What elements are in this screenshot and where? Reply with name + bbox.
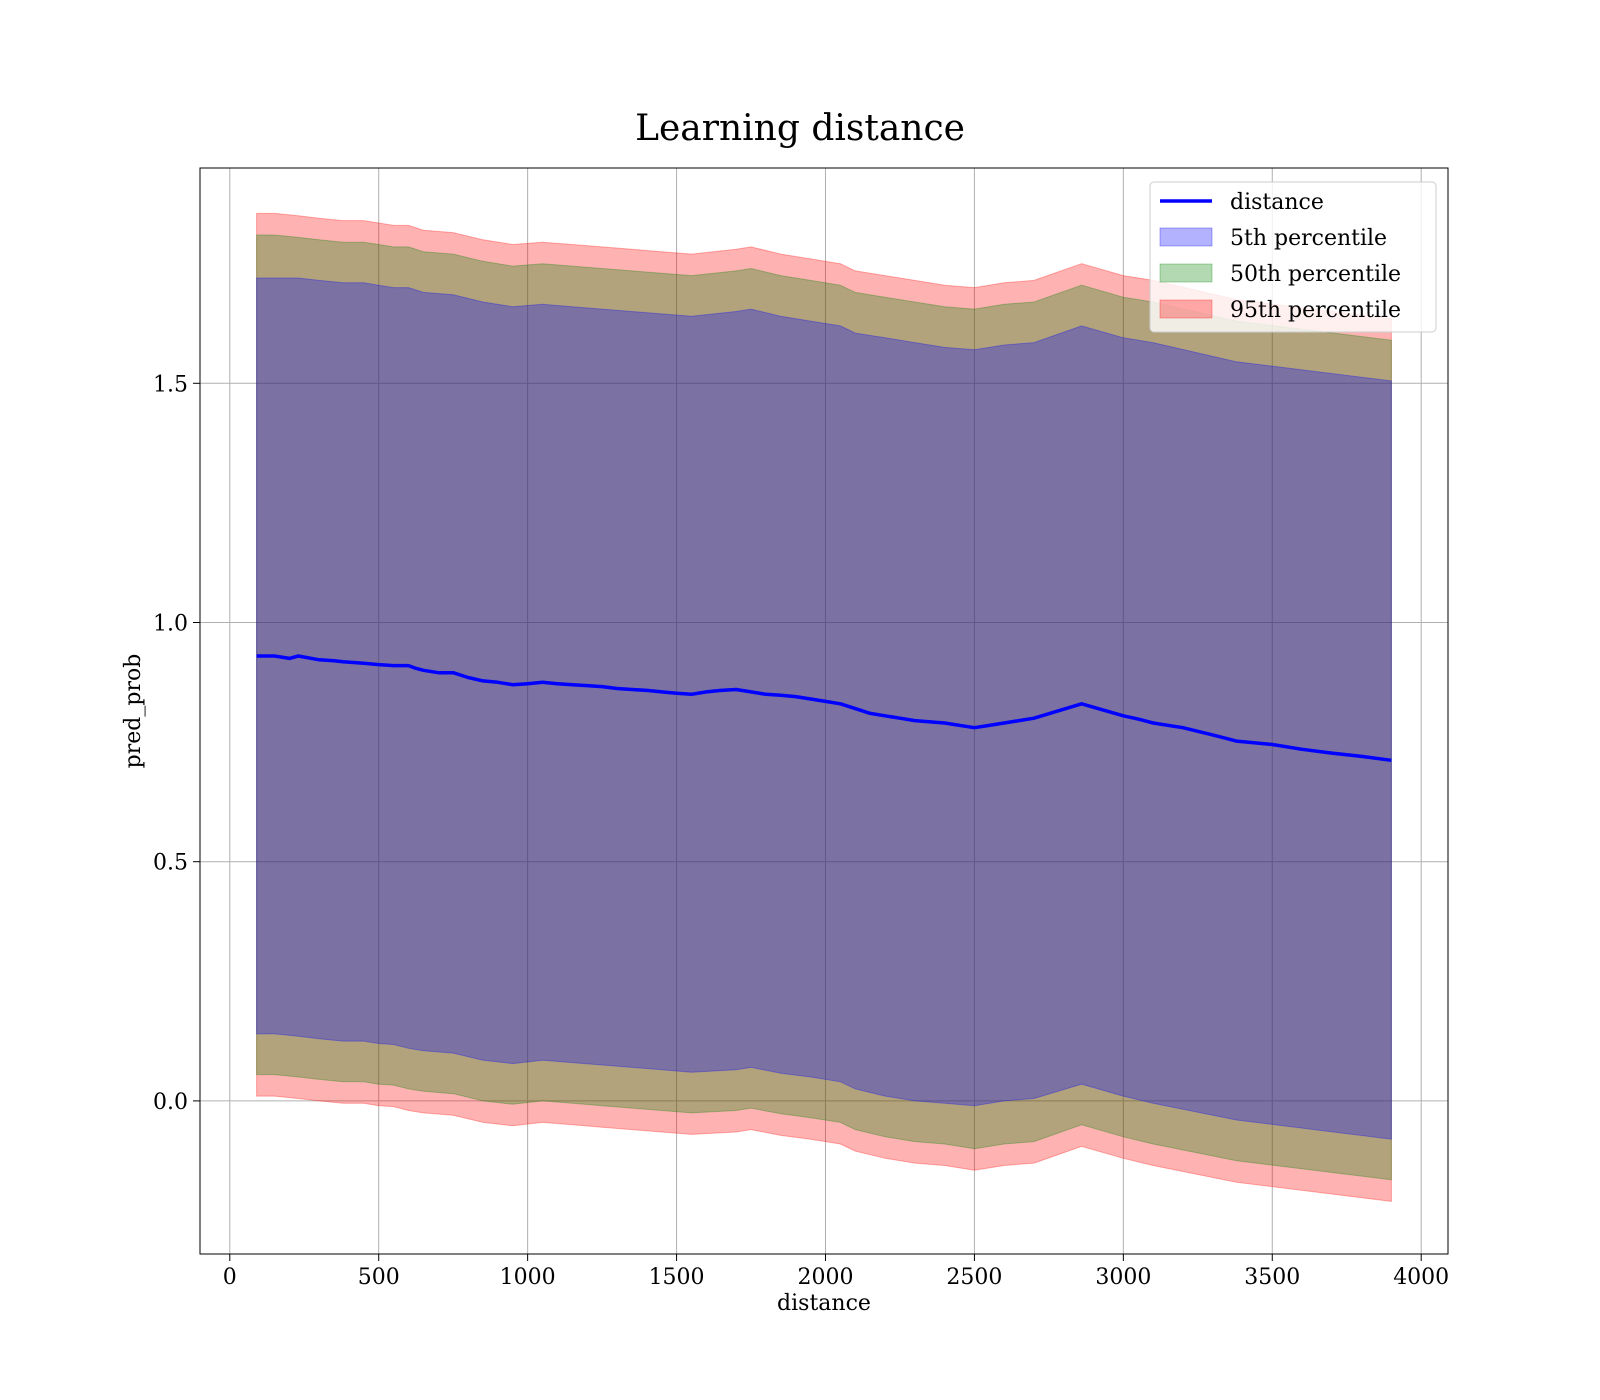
legend-label-p50: 50th percentile [1230, 262, 1401, 287]
legend-swatch-p95 [1159, 299, 1213, 319]
legend-swatch-p50 [1159, 263, 1213, 283]
series-line-distance [256, 654, 1392, 763]
band-50th-percentile [256, 234, 1392, 1181]
x-tick-label-8: 4000 [1393, 1265, 1449, 1290]
chart-title: Learning distance [635, 108, 965, 149]
legend-swatch-p5 [1159, 227, 1213, 247]
x-tick-label-5: 2500 [946, 1265, 1002, 1290]
legend: distance 5th percentile 50th percentile … [1149, 181, 1437, 333]
grid [200, 168, 1448, 1254]
x-tick-label-7: 3500 [1244, 1265, 1300, 1290]
x-tick-label-1: 500 [358, 1265, 400, 1290]
y-tick-label-2: 1.0 [153, 611, 188, 636]
band-5th-percentile [256, 277, 1392, 1140]
axis-ticks: 0 500 1000 1500 2000 2500 3000 3500 4000 0.0 0.5 1.… [153, 372, 1449, 1290]
plot-area [256, 212, 1392, 1202]
x-axis-label: distance [777, 1291, 871, 1316]
legend-label-p95: 95th percentile [1230, 298, 1401, 323]
y-tick-label-3: 1.5 [153, 372, 188, 397]
legend-label-p5: 5th percentile [1230, 226, 1387, 251]
legend-box [1149, 181, 1437, 333]
band-95th-percentile [256, 212, 1392, 1202]
plot-frame [199, 167, 1449, 1255]
y-axis-label: pred_prob [121, 654, 146, 769]
x-tick-label-4: 2000 [797, 1265, 853, 1290]
y-tick-label-1: 0.5 [153, 851, 188, 876]
y-tick-label-0: 0.0 [153, 1090, 188, 1115]
x-tick-label-3: 1500 [649, 1265, 705, 1290]
x-tick-label-2: 1000 [500, 1265, 556, 1290]
legend-label-distance: distance [1230, 190, 1324, 215]
x-tick-label-6: 3000 [1095, 1265, 1151, 1290]
x-tick-label-0: 0 [223, 1265, 237, 1290]
